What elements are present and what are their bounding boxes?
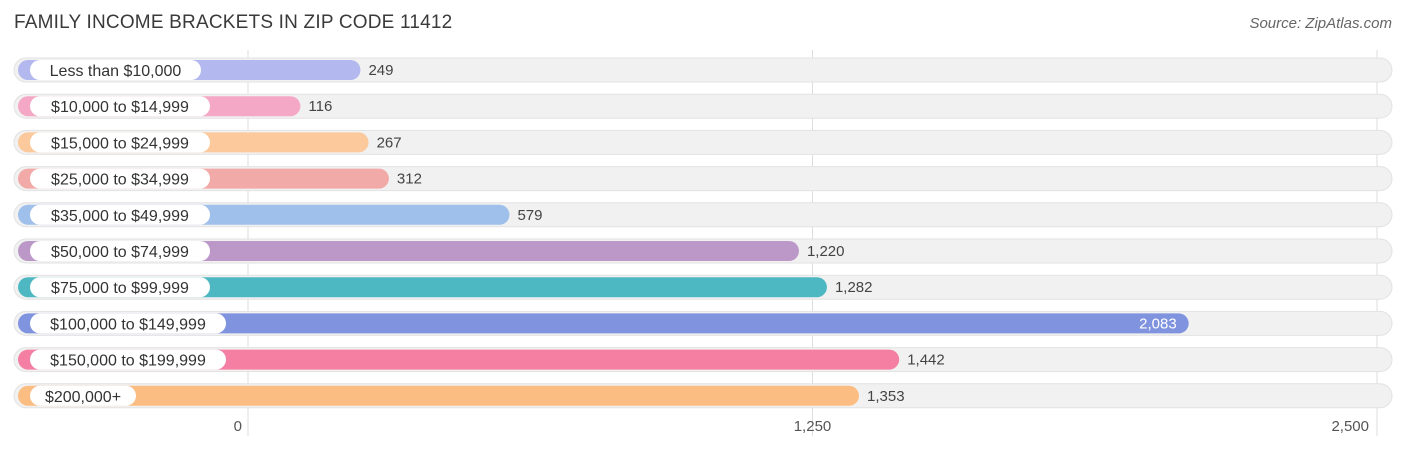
value-label: 1,353 xyxy=(867,388,905,405)
bar xyxy=(18,241,799,261)
category-pill xyxy=(30,60,201,80)
bar-row: $100,000 to $149,999 2,083 xyxy=(13,310,1393,336)
category-label: $75,000 to $99,999 xyxy=(51,280,189,297)
category-pill xyxy=(30,277,210,298)
bar-row: $50,000 to $74,999 1,220 xyxy=(13,238,1393,264)
category-label: $10,000 to $14,999 xyxy=(51,99,189,116)
category-label: $25,000 to $34,999 xyxy=(51,172,189,189)
category-label: $100,000 to $149,999 xyxy=(50,316,206,333)
x-tick-label: 0 xyxy=(234,418,242,435)
value-label: 1,282 xyxy=(835,279,873,296)
bar-row: $35,000 to $49,999 579 xyxy=(13,202,1393,228)
chart-source: Source: ZipAtlas.com xyxy=(1249,15,1392,32)
category-label: $150,000 to $199,999 xyxy=(50,353,206,370)
bar-row: $10,000 to $14,999 116 xyxy=(13,93,1393,119)
value-label: 116 xyxy=(308,98,332,115)
category-label: Less than $10,000 xyxy=(50,63,182,80)
bar-row: Less than $10,000 249 xyxy=(13,57,1393,83)
category-pill xyxy=(30,204,210,225)
value-label: 312 xyxy=(397,171,422,188)
category-label: $35,000 to $49,999 xyxy=(51,208,189,225)
bar xyxy=(18,385,860,406)
bar-row: $150,000 to $199,999 1,442 xyxy=(13,347,1393,373)
bar-row: $25,000 to $34,999 312 xyxy=(13,166,1393,192)
bar-track xyxy=(13,93,1393,119)
category-pill xyxy=(30,168,210,189)
value-label: 579 xyxy=(517,207,542,224)
value-label: 249 xyxy=(368,62,393,79)
category-pill xyxy=(30,132,210,153)
bar xyxy=(18,349,900,370)
category-pill xyxy=(30,313,226,334)
category-label: $15,000 to $24,999 xyxy=(51,135,189,152)
value-label: 267 xyxy=(377,134,402,151)
category-pill xyxy=(30,241,210,261)
value-label: 1,220 xyxy=(807,243,845,260)
bar-row: $75,000 to $99,999 1,282 xyxy=(13,274,1393,300)
x-tick-label: 1,250 xyxy=(794,418,832,435)
value-label: 1,442 xyxy=(907,352,945,369)
value-label: 2,083 xyxy=(1139,315,1177,332)
bar-row: $15,000 to $24,999 267 xyxy=(13,129,1393,155)
bar xyxy=(18,277,827,298)
bar-row: $200,000+ 1,353 xyxy=(13,383,1393,409)
category-label: $50,000 to $74,999 xyxy=(51,244,189,261)
bar-track xyxy=(13,57,1393,83)
chart-title: FAMILY INCOME BRACKETS IN ZIP CODE 11412 xyxy=(14,12,453,33)
bar xyxy=(18,313,1189,334)
category-pill xyxy=(30,96,210,117)
category-label: $200,000+ xyxy=(45,389,121,406)
x-tick-label: 2,500 xyxy=(1331,418,1369,435)
category-pill xyxy=(30,385,136,406)
category-pill xyxy=(30,349,226,370)
